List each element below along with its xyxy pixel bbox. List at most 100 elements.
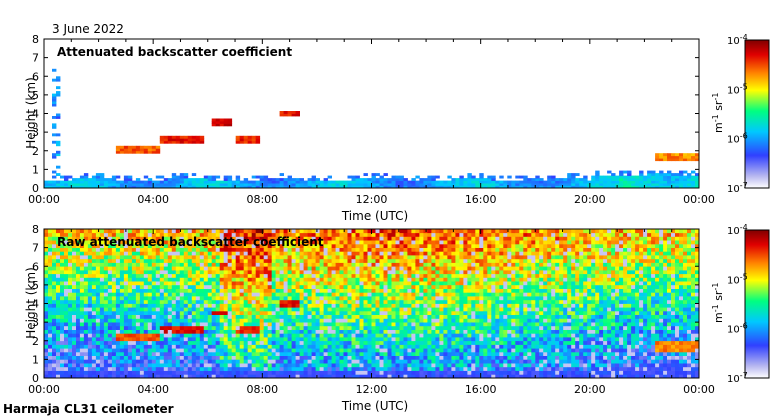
heatmap-cell — [427, 366, 432, 371]
heatmap-cell — [267, 348, 273, 353]
heatmap-cell — [415, 240, 420, 245]
heatmap-cell — [44, 255, 49, 260]
heatmap-cell — [211, 303, 217, 308]
heatmap-cell — [355, 344, 360, 349]
heatmap-cell — [251, 180, 257, 184]
heatmap-cell — [119, 355, 125, 360]
heatmap-cell — [223, 333, 229, 338]
heatmap-cell — [107, 296, 113, 301]
heatmap-cell — [87, 178, 93, 181]
heatmap-cell — [107, 310, 113, 315]
heatmap-cell — [207, 243, 213, 248]
heatmap-cell — [131, 303, 137, 308]
heatmap-cell — [87, 322, 93, 327]
heatmap-cell — [171, 180, 177, 184]
heatmap-cell — [335, 270, 340, 275]
heatmap-cell — [423, 344, 428, 349]
heatmap-cell — [603, 180, 608, 184]
heatmap-cell — [183, 329, 189, 334]
heatmap-cell — [583, 175, 588, 179]
heatmap-cell — [191, 340, 197, 345]
heatmap-cell — [95, 366, 101, 371]
heatmap-cell — [351, 288, 356, 293]
heatmap-cell — [207, 292, 213, 297]
heatmap-cell — [72, 340, 77, 345]
heatmap-cell — [307, 340, 312, 345]
heatmap-cell — [195, 277, 201, 282]
heatmap-cell — [567, 173, 572, 176]
heatmap-cell — [399, 183, 404, 186]
heatmap-cell — [263, 266, 269, 271]
heatmap-cell — [491, 183, 496, 186]
heatmap-cell — [383, 281, 388, 286]
heatmap-cell — [151, 258, 157, 263]
heatmap-cell — [171, 240, 177, 245]
heatmap-cell — [299, 288, 304, 293]
heatmap-cell — [367, 229, 372, 234]
heatmap-cell — [147, 333, 153, 338]
heatmap-cell — [343, 277, 348, 282]
heatmap-cell — [107, 229, 113, 234]
heatmap-cell — [103, 307, 109, 312]
heatmap-cell — [143, 351, 149, 356]
heatmap-cell — [155, 243, 161, 248]
heatmap-cell — [591, 183, 596, 186]
heatmap-cell — [431, 351, 436, 356]
heatmap-cell — [99, 355, 105, 360]
heatmap-cell — [311, 363, 316, 368]
heatmap-cell — [319, 337, 324, 342]
heatmap-cell — [159, 310, 165, 315]
heatmap-cell — [235, 314, 241, 319]
heatmap-cell — [267, 359, 273, 364]
heatmap-cell — [643, 185, 648, 189]
heatmap-cell — [215, 121, 221, 124]
heatmap-cell — [171, 281, 177, 286]
heatmap-cell — [507, 180, 512, 184]
heatmap-cell — [179, 370, 185, 375]
heatmap-cell — [155, 266, 161, 271]
heatmap-cell — [335, 232, 340, 237]
heatmap-cell — [539, 178, 544, 181]
heatmap-cell — [159, 351, 165, 356]
heatmap-cell — [48, 296, 53, 301]
heatmap-cell — [303, 247, 308, 252]
heatmap-cell — [64, 299, 69, 304]
heatmap-cell — [83, 355, 89, 360]
heatmap-cell — [247, 284, 253, 289]
heatmap-cell — [315, 270, 320, 275]
heatmap-cell — [167, 310, 173, 315]
heatmap-cell — [367, 337, 372, 342]
heatmap-cell — [159, 270, 165, 275]
heatmap-cell — [207, 310, 213, 315]
heatmap-cell — [651, 175, 656, 179]
heatmap-cell — [147, 145, 153, 149]
heatmap-cell — [131, 329, 137, 334]
heatmap-cell — [279, 258, 284, 263]
heatmap-cell — [571, 178, 576, 181]
heatmap-cell — [267, 325, 273, 330]
heatmap-cell — [347, 266, 352, 271]
heatmap-cell — [247, 322, 253, 327]
heatmap-cell — [199, 232, 205, 237]
heatmap-cell — [167, 344, 173, 349]
heatmap-cell — [391, 183, 396, 186]
heatmap-cell — [347, 277, 352, 282]
heatmap-cell — [135, 292, 141, 297]
heatmap-cell — [651, 183, 656, 186]
heatmap-cell — [423, 266, 428, 271]
heatmap-cell — [651, 178, 656, 181]
heatmap-cell — [667, 153, 672, 157]
heatmap-cell — [391, 333, 396, 338]
heatmap-cell — [267, 273, 273, 278]
heatmap-cell — [375, 318, 380, 323]
heatmap-cell — [311, 292, 316, 297]
heatmap-cell — [675, 178, 680, 181]
heatmap-cell — [223, 284, 229, 289]
heatmap-cell — [52, 340, 57, 345]
heatmap-cell — [52, 123, 57, 127]
heatmap-cell — [379, 247, 384, 252]
heatmap-cell — [263, 251, 269, 256]
heatmap-cell — [363, 284, 368, 289]
heatmap-cell — [335, 351, 340, 356]
heatmap-cell — [319, 318, 324, 323]
